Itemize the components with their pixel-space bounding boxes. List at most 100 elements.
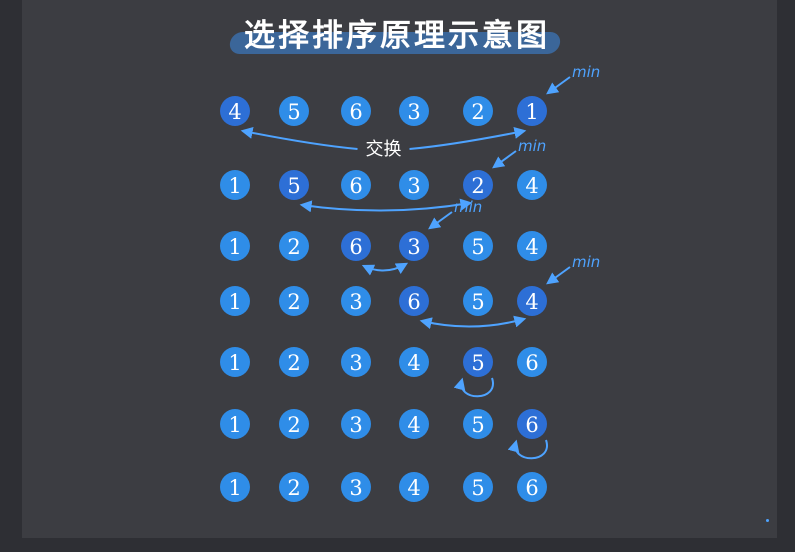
number-circle <box>399 170 429 200</box>
number-node: 4 <box>399 409 429 439</box>
number-node: 6 <box>517 409 547 439</box>
page-title: 选择排序原理示意图 <box>244 18 550 54</box>
number-circle <box>517 347 547 377</box>
number-node: 6 <box>341 96 371 126</box>
number-circle <box>279 231 309 261</box>
number-circle <box>220 170 250 200</box>
number-node: 2 <box>463 96 493 126</box>
number-label: 1 <box>228 174 241 198</box>
number-label: 3 <box>349 290 362 314</box>
number-label: 4 <box>407 476 420 500</box>
number-node: 4 <box>517 231 547 261</box>
number-circle <box>463 231 493 261</box>
number-node: 4 <box>517 286 547 316</box>
number-node: 5 <box>279 170 309 200</box>
number-circle <box>341 231 371 261</box>
min-pointer-arrow <box>546 76 571 95</box>
number-node: 3 <box>341 472 371 502</box>
number-label: 2 <box>287 413 300 437</box>
number-node: 1 <box>220 286 250 316</box>
number-node: 5 <box>463 409 493 439</box>
min-label: min <box>454 198 482 216</box>
number-node: 6 <box>517 347 547 377</box>
min-label: min <box>572 253 600 271</box>
number-label: 4 <box>525 174 538 198</box>
number-node: 1 <box>220 170 250 200</box>
number-label: 6 <box>525 351 538 375</box>
number-label: 5 <box>287 174 300 198</box>
swap-arrow <box>299 198 473 213</box>
corner-dot <box>766 519 769 522</box>
number-circle <box>517 409 547 439</box>
swap-arrow-right <box>409 126 527 150</box>
number-circle <box>279 170 309 200</box>
number-circle <box>279 347 309 377</box>
number-label: 5 <box>471 351 484 375</box>
number-node: 3 <box>399 96 429 126</box>
number-node: 4 <box>399 472 429 502</box>
number-label: 2 <box>287 235 300 259</box>
number-label: 3 <box>349 476 362 500</box>
number-node: 6 <box>399 286 429 316</box>
number-label: 6 <box>349 235 362 259</box>
number-label: 1 <box>228 351 241 375</box>
number-node: 5 <box>279 96 309 126</box>
number-circle <box>517 170 547 200</box>
number-circle <box>220 96 250 126</box>
arrows-layer <box>240 76 571 460</box>
swap-arrow <box>419 315 527 330</box>
number-label: 5 <box>287 100 300 124</box>
number-label: 6 <box>407 290 420 314</box>
number-node: 2 <box>279 231 309 261</box>
number-label: 4 <box>407 413 420 437</box>
number-label: 4 <box>525 290 538 314</box>
number-node: 4 <box>517 170 547 200</box>
title-block: 选择排序原理示意图 <box>222 6 572 58</box>
number-label: 2 <box>471 100 484 124</box>
number-label: 1 <box>228 413 241 437</box>
number-label: 1 <box>228 235 241 259</box>
number-label: 4 <box>228 100 241 124</box>
number-circle <box>341 286 371 316</box>
number-node: 5 <box>463 347 493 377</box>
number-circle <box>220 347 250 377</box>
bottom-border <box>0 538 795 552</box>
number-node: 2 <box>279 472 309 502</box>
min-label: min <box>518 137 546 155</box>
number-circle <box>341 170 371 200</box>
number-label: 5 <box>471 413 484 437</box>
number-node: 2 <box>463 170 493 200</box>
number-circle <box>341 347 371 377</box>
number-label: 2 <box>287 290 300 314</box>
number-label: 3 <box>407 174 420 198</box>
number-node: 2 <box>279 409 309 439</box>
number-node: 2 <box>279 347 309 377</box>
swap-arrow <box>361 262 409 276</box>
min-pointer-arrow <box>492 150 517 169</box>
number-circle <box>399 286 429 316</box>
number-node: 6 <box>341 231 371 261</box>
number-label: 2 <box>287 476 300 500</box>
number-label: 6 <box>349 100 362 124</box>
number-circle <box>279 96 309 126</box>
number-label: 1 <box>525 100 538 124</box>
self-swap-loop <box>507 439 548 460</box>
number-label: 6 <box>349 174 362 198</box>
number-label: 3 <box>407 235 420 259</box>
number-node: 1 <box>220 472 250 502</box>
number-label: 6 <box>525 413 538 437</box>
number-circle <box>517 231 547 261</box>
circles-layer: 4 5 6 3 2 1 1 5 6 3 2 4 1 2 6 3 5 4 1 2 3 6 5 4 1 2 3 4 5 6 1 2 3 4 5 6 1 2 3 4… <box>220 96 547 502</box>
number-circle <box>399 347 429 377</box>
number-node: 5 <box>463 231 493 261</box>
number-node: 6 <box>517 472 547 502</box>
number-node: 1 <box>220 409 250 439</box>
number-circle <box>399 472 429 502</box>
number-label: 3 <box>407 100 420 124</box>
number-label: 5 <box>471 235 484 259</box>
number-label: 4 <box>525 235 538 259</box>
number-circle <box>463 409 493 439</box>
number-node: 4 <box>220 96 250 126</box>
